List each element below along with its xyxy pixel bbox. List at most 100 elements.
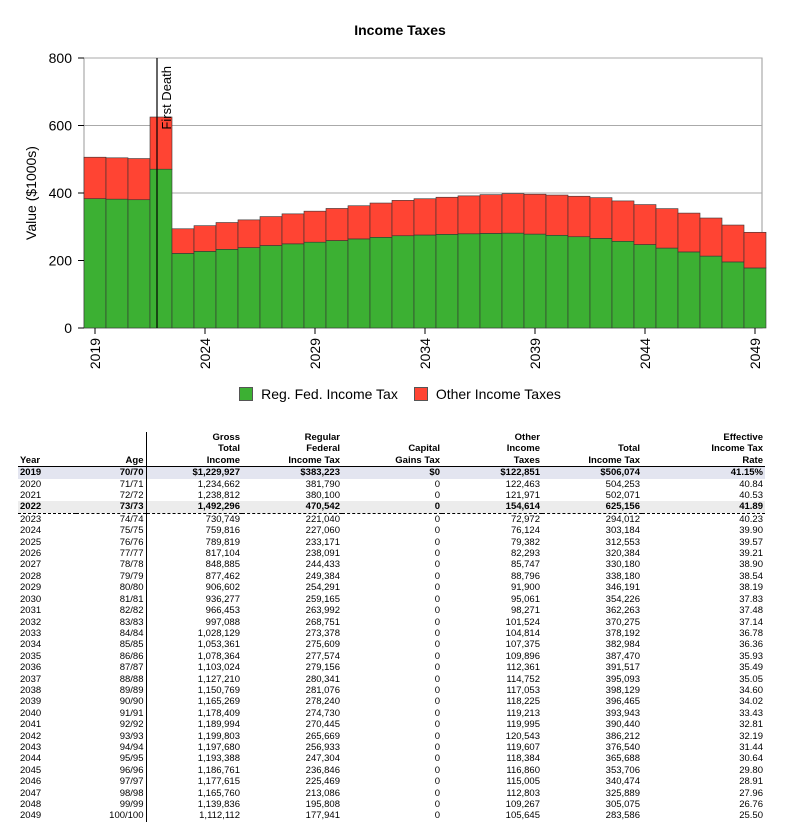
x-tick-label: 2034	[417, 338, 433, 369]
bar-other	[677, 212, 701, 253]
table-cell: 1,193,388	[197, 753, 240, 765]
table-cell: 0	[434, 719, 440, 731]
table-cell: 154,614	[442, 501, 542, 514]
table-row: 2029 80/80 906,602 254,291 0 91,900 346,191 38.…	[18, 582, 765, 594]
y-tick-label: 0	[64, 320, 72, 336]
bar-other	[545, 194, 569, 236]
table-row: 2034 85/85 1,053,361 275,609 0 107,375 382,984…	[18, 639, 765, 651]
table-cell: 31.44	[739, 741, 763, 753]
bar-reg-fed	[523, 233, 547, 329]
table-cell: 115,005	[506, 776, 540, 788]
table-cell: 268,751	[305, 616, 340, 628]
table-cell: 236,846	[305, 764, 340, 776]
table-cell: 256,933	[305, 741, 340, 753]
bar-other	[215, 222, 239, 250]
table-cell: $1,229,927	[146, 466, 242, 479]
chart: 0 200 400 600 800 Value ($1000s) 2019 2024 2029 2…	[23, 50, 767, 369]
table-cell: 2038	[20, 684, 42, 696]
table-cell: 2045	[20, 764, 42, 776]
table-cell: 28.91	[739, 776, 763, 788]
table-cell: 2021	[20, 490, 42, 502]
table-cell: 0	[434, 776, 440, 788]
bar-other	[369, 202, 393, 238]
y-axis-label: Value ($1000s)	[23, 146, 39, 240]
table-row: 2036 87/87 1,103,024 279,156 0 112,361 391,517…	[18, 662, 765, 674]
table-cell: 1,103,024	[197, 662, 240, 674]
table-header-cell: Year	[18, 454, 76, 468]
table-row: 2025 76/76 789,819 233,171 0 79,382 312,553 39.…	[18, 536, 765, 549]
y-tick-label: 600	[49, 118, 73, 134]
table-cell: 0	[434, 616, 440, 628]
table-cell: 0	[434, 764, 440, 776]
x-tick-label: 2019	[87, 338, 103, 369]
table-cell: 112,361	[506, 662, 540, 674]
table-cell: 89/89	[76, 684, 147, 697]
table-cell: 101,524	[505, 616, 540, 628]
bar-reg-fed	[589, 238, 613, 329]
table-cell: 1,139,836	[197, 799, 240, 810]
table-cell: 247,304	[305, 753, 340, 765]
table-cell: 2036	[20, 662, 42, 674]
table-cell: 84/84	[76, 627, 147, 640]
table-cell: 100/100	[76, 810, 147, 822]
table-header-cell	[18, 432, 76, 443]
x-tick-label: 2049	[747, 338, 763, 369]
table-cell: 74/74	[76, 513, 147, 526]
table-cell: 238,091	[305, 548, 340, 560]
bar-other	[655, 208, 679, 249]
table-cell: 390,440	[605, 719, 640, 731]
table-cell: 396,465	[605, 696, 640, 708]
table-cell: 82,293	[510, 548, 540, 560]
table-cell: 303,184	[605, 525, 640, 537]
table-cell: 116,860	[506, 764, 540, 776]
table-cell: 2033	[20, 627, 42, 639]
table-cell: 0	[434, 787, 440, 799]
table-cell: $122,851	[442, 466, 542, 479]
table-cell: 817,104	[205, 548, 240, 560]
table-cell: 274,730	[305, 707, 340, 719]
table-row: 2037 88/88 1,127,210 280,341 0 114,752 395,093…	[18, 673, 765, 685]
table-cell: 72,972	[510, 513, 540, 525]
table-cell: 997,088	[205, 616, 240, 628]
bar-other	[259, 216, 283, 246]
table-cell: 0	[434, 707, 440, 719]
bar-reg-fed	[149, 168, 173, 329]
table-cell: 92/92	[76, 719, 147, 731]
table-header-cell: Income Tax	[711, 443, 763, 455]
table-cell: 391,517	[605, 662, 640, 674]
table-cell: 227,060	[305, 525, 340, 537]
table-cell: 109,896	[505, 650, 540, 662]
table-row: 2033 84/84 1,028,129 273,378 0 104,814 378,192…	[18, 627, 765, 640]
bar-reg-fed	[215, 249, 239, 329]
table-cell: 97/97	[76, 776, 147, 788]
table-cell: 0	[434, 559, 440, 571]
table-cell: 119,213	[506, 707, 540, 719]
table-cell: 27.96	[739, 787, 763, 799]
table-cell: 2023	[20, 513, 42, 525]
y-tick-label: 200	[49, 253, 73, 269]
bar-other	[457, 195, 481, 235]
table-cell: 95,061	[510, 593, 540, 605]
bar-other	[193, 225, 217, 252]
table-cell: 1,165,269	[197, 696, 240, 708]
bar-reg-fed	[303, 241, 327, 329]
y-tick-label: 800	[49, 50, 73, 66]
table-cell: 338,180	[605, 570, 640, 582]
table-cell: 1,112,112	[199, 810, 240, 822]
table-cell: 275,609	[305, 639, 340, 651]
table-header-row: Total Federal Capital Income Total Income Tax	[18, 443, 765, 455]
table-cell: 0	[434, 605, 440, 617]
table-cell: 0	[434, 627, 440, 639]
table-cell: 381,790	[305, 478, 340, 490]
table-cell: 2025	[20, 536, 42, 548]
first-death-label: First Death	[159, 66, 174, 130]
table-cell: 625,156	[542, 501, 642, 514]
table-cell: 2028	[20, 570, 42, 582]
table-cell: 90/90	[76, 696, 147, 708]
table-cell: 38.19	[739, 582, 763, 594]
table-cell: 95/95	[76, 753, 147, 765]
table-cell: 221,040	[305, 513, 340, 525]
table-cell: 93/93	[76, 730, 147, 742]
table-cell: 346,191	[605, 582, 640, 594]
bar-reg-fed	[347, 238, 371, 329]
